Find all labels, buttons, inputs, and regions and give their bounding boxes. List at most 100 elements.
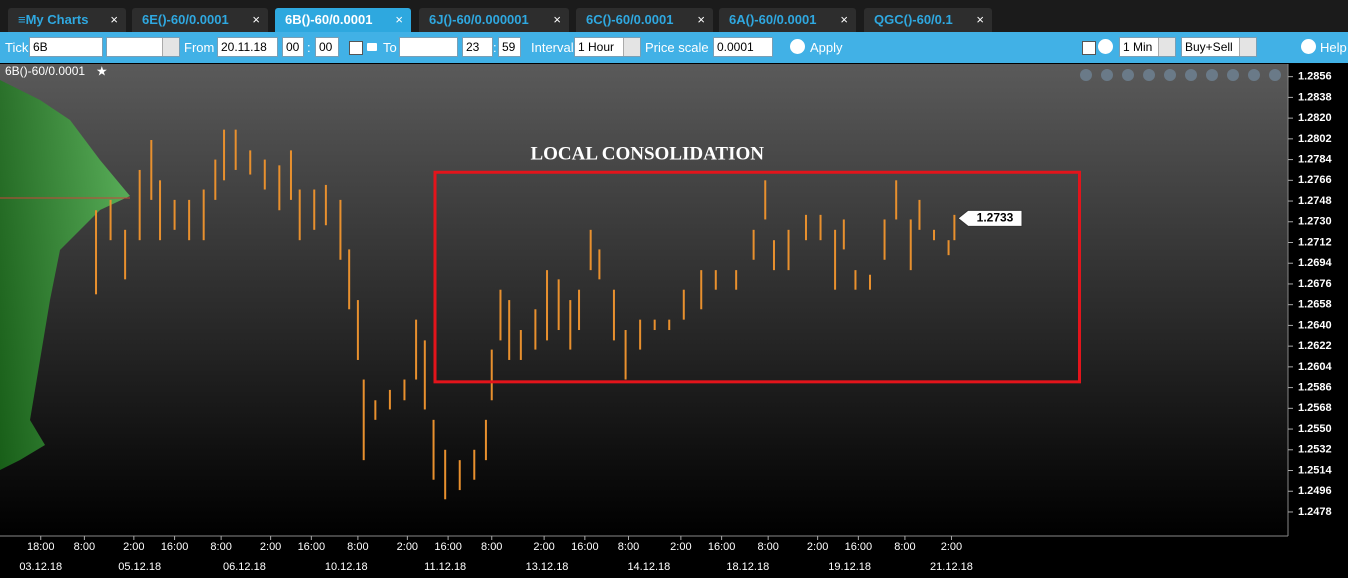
x-tick-label: 8:00 [618,541,639,553]
price-bar [869,274,872,290]
chart-title: 6B()-60/0.0001 [5,64,85,78]
price-bar [388,389,391,410]
price-bar [188,199,191,241]
price-scale-input[interactable]: 0.0001 [713,37,773,57]
timeframe-select[interactable]: 1 Min [1119,37,1176,57]
tab-label: 6B()-60/0.0001 [285,12,373,27]
help-link[interactable]: Help [1320,40,1347,55]
y-tick-label: 1.2550 [1298,423,1332,435]
tool-icon[interactable] [1248,69,1260,81]
x-tick-label: 16:00 [161,541,189,553]
price-bar [473,449,476,480]
tool-icon[interactable] [1080,69,1092,81]
to-date[interactable] [399,37,458,57]
auto-icon[interactable] [1098,39,1113,54]
to-minute[interactable]: 59 [498,37,521,57]
apply-button[interactable]: Apply [810,40,843,55]
close[interactable]: × [840,12,848,27]
tab[interactable]: 6E()-60/0.0001 × [132,8,268,32]
close[interactable]: × [976,12,984,27]
price-bar [714,270,717,290]
tab[interactable]: 6C()-60/0.0001 × [576,8,713,32]
price-bar [223,129,226,181]
separator: : [493,40,497,55]
favorite-star[interactable]: ★ [96,63,108,78]
x-tick-label: 8:00 [757,541,778,553]
label: Price scale [645,40,709,55]
lock-icon[interactable] [367,43,377,51]
price-bar [249,150,252,175]
ticker-input[interactable]: 6B [29,37,103,57]
tab[interactable]: 6J()-60/0.000001 × [419,8,569,32]
tool-icon[interactable] [1269,69,1281,81]
date-label: 19.12.18 [828,561,871,573]
tab-label: 6A()-60/0.0001 [729,12,817,27]
apply-icon[interactable] [790,39,805,54]
label: From [184,40,215,55]
tool-icon[interactable] [1122,69,1134,81]
from-minute[interactable]: 00 [315,37,339,57]
date-label: 10.12.18 [325,561,368,573]
x-tick-label: 8:00 [210,541,231,553]
side-select[interactable]: Buy+Sell [1181,37,1257,57]
close[interactable]: × [697,12,705,27]
help-icon[interactable] [1301,39,1316,54]
price-bar [423,340,426,410]
price-bar [124,229,127,280]
to-hour[interactable]: 23 [462,37,493,57]
tab-label: 6J()-60/0.000001 [429,12,529,27]
close[interactable]: × [252,12,260,27]
price-bar [834,229,837,290]
price-bar [519,330,522,360]
interval-select[interactable]: 1 Hour [574,37,641,57]
from-hour[interactable]: 00 [282,37,304,57]
tab[interactable]: 6B()-60/0.0001 × [275,8,411,32]
last-price-marker [957,209,1023,227]
y-tick-label: 1.2658 [1298,299,1332,311]
price-bar [534,309,537,350]
ticker-select[interactable] [106,37,180,57]
tool-icon[interactable] [1143,69,1155,81]
price-bar [883,219,886,260]
price-bar [374,400,377,420]
close[interactable]: × [553,12,561,27]
price-bar [138,169,141,241]
y-tick-label: 1.2676 [1298,278,1332,290]
x-tick-label: 16:00 [298,541,326,553]
y-tick-label: 1.2802 [1298,133,1332,145]
x-tick-label: 2:00 [123,541,144,553]
price-bar [173,199,176,230]
close[interactable]: × [110,12,118,27]
tool-icon[interactable] [1101,69,1113,81]
tool-icon[interactable] [1185,69,1197,81]
y-tick-label: 1.2730 [1298,216,1332,228]
tab[interactable]: ≡My Charts × [8,8,126,32]
checkbox[interactable] [1082,41,1096,55]
x-tick-label: 16:00 [845,541,873,553]
date-label: 03.12.18 [19,561,62,573]
price-bar [598,249,601,280]
price-bar [918,199,921,230]
tool-icon[interactable] [1206,69,1218,81]
price-bar [624,330,627,380]
price-bar [569,300,572,350]
tab[interactable]: 6A()-60/0.0001 × [719,8,856,32]
price-bar [490,349,493,401]
price-bar [356,300,359,360]
price-bar [764,180,767,220]
tool-icon[interactable] [1164,69,1176,81]
price-bar [109,199,112,241]
close[interactable]: × [395,12,403,27]
price-bar [403,379,406,401]
price-bar [895,180,898,220]
tool-icon[interactable] [1227,69,1239,81]
checkbox[interactable] [349,41,363,55]
from-date[interactable]: 20.11.18 [217,37,278,57]
y-tick-label: 1.2640 [1298,319,1332,331]
tab-label: 6E()-60/0.0001 [142,12,229,27]
tab-label: ≡ [18,12,26,27]
tab[interactable]: QGC()-60/0.1 × [864,8,992,32]
price-bar [557,279,560,331]
price-bar [842,219,845,250]
